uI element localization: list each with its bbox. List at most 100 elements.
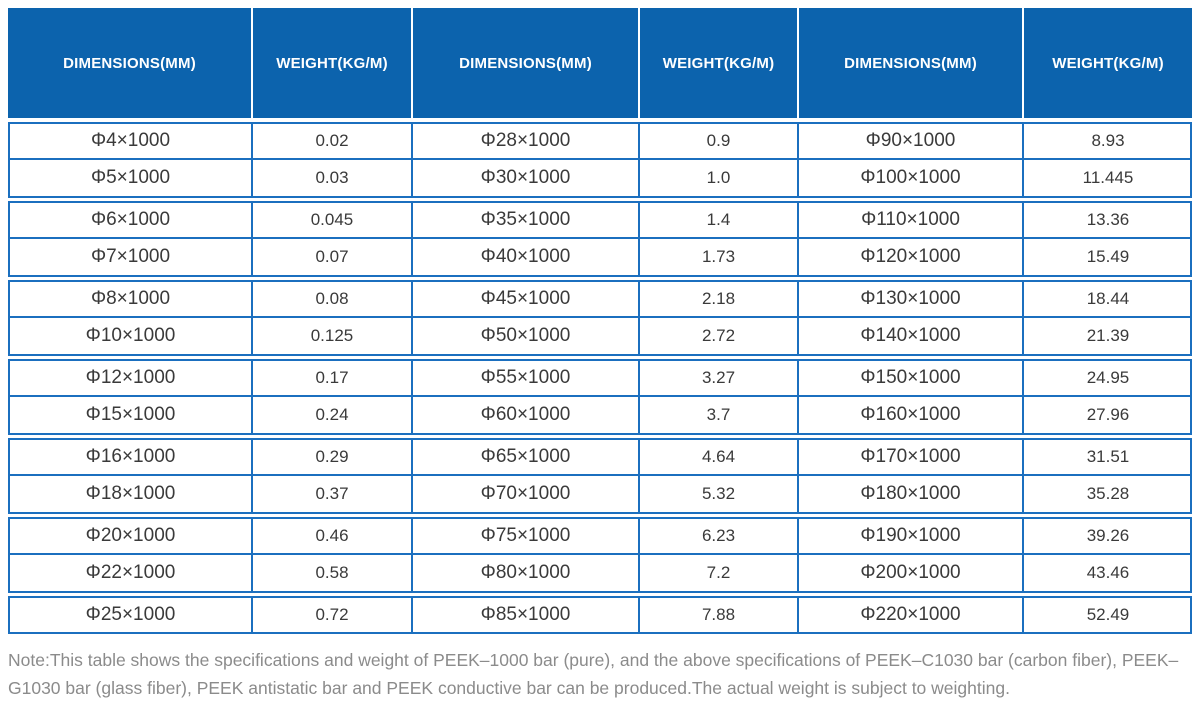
weight-column-header: WEIGHT(KG/M) [1022,8,1192,118]
weight-cell: 24.95 [1022,361,1192,395]
table-row: Φ25×1000 0.72 Φ85×1000 7.88 Φ220×1000 52.49 [8,596,1192,634]
dimension-cell: Φ25×1000 [85,604,176,625]
table-row: Φ12×1000 0.17 Φ55×1000 3.27 Φ150×1000 24.95 [8,359,1192,397]
table-body: Φ4×1000 0.02 Φ28×1000 0.9 Φ90×1000 8.93 Φ5×100… [8,122,1192,634]
weight-cell: 0.125 [251,318,411,354]
table-row: Φ16×1000 0.29 Φ65×1000 4.64 Φ170×1000 31.51 [8,438,1192,476]
table-row: Φ6×1000 0.045 Φ35×1000 1.4 Φ110×1000 13.36 [8,201,1192,239]
dimension-cell: Φ70×1000 [411,476,638,512]
dimension-cell: Φ12×1000 [85,367,176,388]
weight-cell: 0.045 [251,203,411,237]
dimension-cell: Φ170×1000 [797,440,1022,474]
weight-cell: 0.08 [251,282,411,316]
dimension-cell: Φ90×1000 [797,124,1022,158]
weight-cell: 18.44 [1022,282,1192,316]
weight-cell: 1.0 [638,160,797,196]
weight-cell: 6.23 [638,519,797,553]
dimension-cell: Φ8×1000 [90,288,171,309]
weight-cell: 3.7 [638,397,797,433]
weight-cell: 3.27 [638,361,797,395]
dimension-cell: Φ20×1000 [85,525,176,546]
dimension-cell: Φ5×1000 [90,167,171,188]
weight-cell: 0.03 [251,160,411,196]
weight-cell: 52.49 [1022,598,1192,632]
spec-table: DIMENSIONS(MM) WEIGHT(KG/M) DIMENSIONS(MM)… [8,8,1192,634]
table-header-row: DIMENSIONS(MM) WEIGHT(KG/M) DIMENSIONS(MM)… [8,8,1192,118]
table-row: Φ8×1000 0.08 Φ45×1000 2.18 Φ130×1000 18.44 [8,280,1192,318]
weight-cell: 8.93 [1022,124,1192,158]
weight-cell: 0.29 [251,440,411,474]
weight-cell: 1.4 [638,203,797,237]
weight-cell: 2.18 [638,282,797,316]
dimension-cell: Φ50×1000 [411,318,638,354]
weight-cell: 0.02 [251,124,411,158]
weight-cell: 0.46 [251,519,411,553]
dimensions-column-header: DIMENSIONS(MM) [411,8,638,118]
dimension-cell: Φ80×1000 [411,555,638,591]
weight-column-header: WEIGHT(KG/M) [251,8,411,118]
weight-cell: 5.32 [638,476,797,512]
table-row: Φ7×1000 0.07 Φ40×1000 1.73 Φ120×1000 15.49 [8,239,1192,277]
table-row: Φ10×1000 0.125 Φ50×1000 2.72 Φ140×1000 21.39 [8,318,1192,356]
weight-cell: 15.49 [1022,239,1192,275]
dimension-cell: Φ40×1000 [411,239,638,275]
weight-cell: 7.88 [638,598,797,632]
dimension-cell: Φ75×1000 [411,519,638,553]
table-row: Φ4×1000 0.02 Φ28×1000 0.9 Φ90×1000 8.93 [8,122,1192,160]
table-row: Φ5×1000 0.03 Φ30×1000 1.0 Φ100×1000 11.445 [8,160,1192,198]
table-row: Φ15×1000 0.24 Φ60×1000 3.7 Φ160×1000 27.96 [8,397,1192,435]
dimension-cell: Φ180×1000 [797,476,1022,512]
weight-cell: 1.73 [638,239,797,275]
weight-cell: 31.51 [1022,440,1192,474]
dimension-cell: Φ55×1000 [411,361,638,395]
dimension-cell: Φ16×1000 [85,446,176,467]
dimension-cell: Φ120×1000 [797,239,1022,275]
weight-cell: 0.58 [251,555,411,591]
dimension-cell: Φ160×1000 [797,397,1022,433]
dimension-cell: Φ150×1000 [797,361,1022,395]
weight-cell: 11.445 [1022,160,1192,196]
dimension-cell: Φ28×1000 [411,124,638,158]
weight-column-header: WEIGHT(KG/M) [638,8,797,118]
dimension-cell: Φ140×1000 [797,318,1022,354]
dimension-cell: Φ18×1000 [85,483,176,504]
dimension-cell: Φ220×1000 [797,598,1022,632]
dimension-cell: Φ30×1000 [411,160,638,196]
weight-cell: 4.64 [638,440,797,474]
weight-cell: 0.9 [638,124,797,158]
dimension-cell: Φ4×1000 [90,130,171,151]
weight-cell: 13.36 [1022,203,1192,237]
weight-cell: 39.26 [1022,519,1192,553]
weight-cell: 35.28 [1022,476,1192,512]
dimension-cell: Φ35×1000 [411,203,638,237]
dimension-cell: Φ7×1000 [90,246,171,267]
weight-cell: 27.96 [1022,397,1192,433]
dimension-cell: Φ10×1000 [85,325,176,346]
weight-cell: 7.2 [638,555,797,591]
dimension-cell: Φ85×1000 [411,598,638,632]
dimension-cell: Φ130×1000 [797,282,1022,316]
dimensions-column-header: DIMENSIONS(MM) [63,54,196,72]
dimension-cell: Φ200×1000 [797,555,1022,591]
dimension-cell: Φ110×1000 [797,203,1022,237]
weight-cell: 0.17 [251,361,411,395]
table-row: Φ22×1000 0.58 Φ80×1000 7.2 Φ200×1000 43.46 [8,555,1192,593]
note-text: Note:This table shows the specifications… [8,650,1179,698]
weight-cell: 0.07 [251,239,411,275]
dimension-cell: Φ6×1000 [90,209,171,230]
dimension-cell: Φ22×1000 [85,562,176,583]
weight-cell: 0.37 [251,476,411,512]
dimension-cell: Φ15×1000 [85,404,176,425]
dimension-cell: Φ190×1000 [797,519,1022,553]
dimension-cell: Φ100×1000 [797,160,1022,196]
dimensions-column-header: DIMENSIONS(MM) [797,8,1022,118]
table-row: Φ20×1000 0.46 Φ75×1000 6.23 Φ190×1000 39.26 [8,517,1192,555]
weight-cell: 2.72 [638,318,797,354]
dimension-cell: Φ65×1000 [411,440,638,474]
dimension-cell: Φ45×1000 [411,282,638,316]
table-row: Φ18×1000 0.37 Φ70×1000 5.32 Φ180×1000 35.28 [8,476,1192,514]
dimension-cell: Φ60×1000 [411,397,638,433]
weight-cell: 43.46 [1022,555,1192,591]
weight-cell: 21.39 [1022,318,1192,354]
